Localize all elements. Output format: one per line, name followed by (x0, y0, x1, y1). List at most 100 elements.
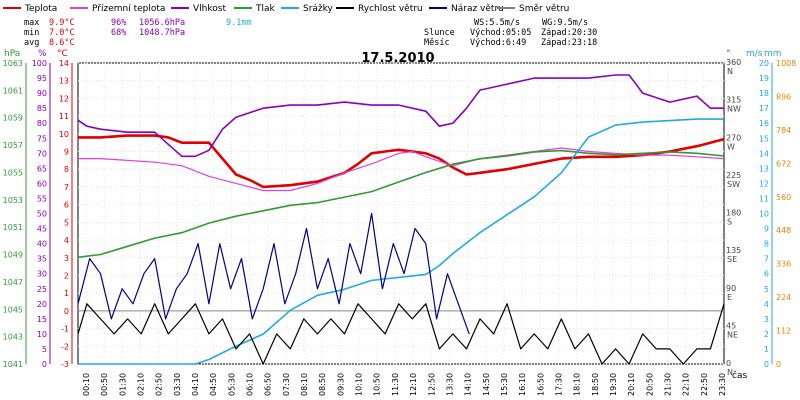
deg-tick-label: 360 (726, 58, 741, 67)
legend-label: Vlhkost (193, 4, 226, 14)
stats-max-press: 1056.6hPa (139, 18, 185, 28)
time-tick-label: 06:10 (246, 373, 255, 396)
chart-title: 17.5.2010 (361, 51, 434, 66)
hpa-tick-label: 1049 (3, 251, 23, 260)
legend-label: Náraz větru (451, 4, 504, 14)
time-tick-label: 18:10 (573, 373, 582, 396)
degc-tick-label: 5 (64, 218, 69, 227)
time-tick-label: 12:50 (427, 373, 436, 396)
stats-max-rain: 9.1mm (226, 18, 252, 28)
degc-tick-label: 11 (59, 112, 69, 121)
stats-moon-set: Západ:23:18 (541, 38, 597, 48)
degc-tick-label: 4 (64, 236, 69, 245)
time-tick-label: 22:50 (700, 373, 709, 396)
degc-tick-label: 12 (59, 94, 69, 103)
stats-sun-set: Západ:20:30 (541, 28, 597, 38)
time-tick-label: 15:30 (500, 373, 509, 396)
pct-tick-label: 100 (32, 59, 47, 68)
time-tick-label: 14:50 (482, 373, 491, 396)
ms-tick-label: 14 (759, 149, 769, 158)
time-tick-label: 20:10 (627, 373, 636, 396)
series-rychlost-v-tru (77, 303, 725, 365)
ms-tick-label: 3 (764, 315, 769, 324)
time-tick-label: 20:50 (645, 373, 654, 396)
time-tick-label: 06:50 (264, 373, 273, 396)
dir-tick-label: S (727, 218, 732, 227)
degc-tick-label: 10 (59, 130, 69, 139)
pct-tick-label: 0 (42, 360, 47, 369)
deg-tick-label: 315 (726, 96, 741, 105)
pct-tick-label: 85 (37, 104, 47, 113)
pct-tick-label: 80 (37, 119, 47, 128)
hpa-tick-label: 1057 (3, 141, 23, 150)
pct-tick-label: 45 (37, 225, 47, 234)
stats-sun-rise: Východ:05:05 (470, 28, 531, 38)
ms-tick-label: 2 (764, 330, 769, 339)
plot-area (77, 74, 725, 365)
series-teplota (78, 134, 725, 189)
hpa-tick-label: 1059 (3, 114, 23, 123)
time-tick-label: 10:50 (373, 373, 382, 396)
dir-tick-label: SE (727, 255, 737, 264)
stats-min-label: min (24, 28, 39, 38)
dir-tick-label: N (727, 368, 733, 377)
stats-max-label: max (24, 18, 39, 28)
time-tick-label: 23:30 (718, 373, 727, 396)
ms-axis-title: m/s (746, 49, 763, 59)
deg-tick-label: 270 (726, 133, 741, 142)
ms-tick-label: 13 (759, 164, 769, 173)
stats-min-temp: 7.0°C (49, 28, 75, 38)
series-n-raz-v-tru (77, 212, 470, 335)
ms-tick-label: 19 (759, 74, 769, 83)
mm-tick-label: 1008 (776, 59, 796, 68)
time-tick-label: 12:10 (409, 373, 418, 396)
stats-block: max min avg 9.9°C 7.0°C 8.6°C 96% 68% 10… (24, 18, 597, 48)
time-tick-label: 18:50 (591, 373, 600, 396)
dir-tick-label: SW (727, 180, 740, 189)
hpa-tick-label: 1047 (3, 278, 23, 287)
time-tick-label: 08:50 (318, 373, 327, 396)
time-tick-label: 08:10 (300, 373, 309, 396)
stats-avg-label: avg (24, 38, 39, 48)
legend-label: Teplota (24, 4, 57, 14)
time-tick-label: 01:30 (118, 373, 127, 396)
pct-tick-label: 30 (37, 270, 47, 279)
deg-tick-label: 90 (726, 284, 736, 293)
pct-tick-label: 20 (37, 300, 47, 309)
mm-tick-label: 560 (776, 193, 791, 202)
mm-tick-label: 896 (776, 92, 791, 101)
ms-tick-label: 15 (759, 134, 769, 143)
pct-tick-label: 15 (37, 315, 47, 324)
degc-tick-label: -3 (61, 360, 69, 369)
hpa-tick-label: 1061 (3, 86, 23, 95)
time-tick-label: 16:10 (518, 373, 527, 396)
time-tick-label: 17:30 (554, 373, 563, 396)
stats-moon-label: Měsíc (424, 38, 450, 48)
pct-tick-label: 10 (37, 330, 47, 339)
degc-tick-label: -2 (61, 342, 69, 351)
hpa-tick-label: 1043 (3, 333, 23, 342)
series-tlak (77, 149, 725, 259)
stats-moon-rise: Východ:6:49 (470, 38, 526, 48)
mm-tick-label: 448 (776, 226, 791, 235)
ms-tick-label: 17 (759, 104, 769, 113)
degc-tick-label: 0 (64, 307, 69, 316)
series-sr-ky (78, 118, 724, 365)
deg-tick-label: 225 (726, 171, 741, 180)
time-axis-title: čas (732, 370, 747, 381)
time-tick-label: 21:30 (663, 373, 672, 396)
deg-tick-label: 0 (726, 359, 731, 368)
stats-ws: WS:5.5m/s (474, 18, 520, 28)
ms-tick-label: 8 (764, 240, 769, 249)
stats-wg: WG:9.5m/s (542, 18, 588, 28)
axis-titles: hPa % °C ° m/s mm čas (4, 49, 782, 381)
degc-tick-label: -1 (61, 325, 69, 334)
legend-label: Přízemní teplota (92, 4, 165, 14)
time-tick-label: 09:30 (336, 373, 345, 396)
ms-tick-label: 4 (764, 300, 769, 309)
pct-tick-label: 90 (37, 89, 47, 98)
mm-tick-label: 672 (776, 159, 791, 168)
mm-axis-title: mm (764, 49, 782, 59)
